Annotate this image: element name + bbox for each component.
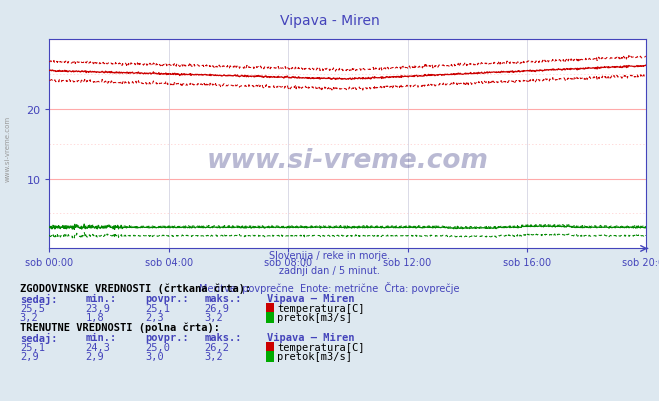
Text: 3,0: 3,0	[145, 351, 163, 361]
Text: 3,2: 3,2	[204, 312, 223, 322]
Text: TRENUTNE VREDNOSTI (polna črta):: TRENUTNE VREDNOSTI (polna črta):	[20, 322, 219, 332]
Text: 3,2: 3,2	[204, 351, 223, 361]
Text: Vipava – Miren: Vipava – Miren	[267, 294, 355, 304]
Text: www.si-vreme.com: www.si-vreme.com	[5, 115, 11, 181]
Text: pretok[m3/s]: pretok[m3/s]	[277, 351, 353, 361]
Text: 26,9: 26,9	[204, 303, 229, 313]
Text: 26,2: 26,2	[204, 342, 229, 352]
Text: 2,9: 2,9	[86, 351, 104, 361]
Text: 24,3: 24,3	[86, 342, 111, 352]
Text: Vipava - Miren: Vipava - Miren	[279, 14, 380, 28]
Text: temperatura[C]: temperatura[C]	[277, 342, 365, 352]
Text: povpr.:: povpr.:	[145, 294, 188, 304]
Text: pretok[m3/s]: pretok[m3/s]	[277, 312, 353, 322]
Text: ZGODOVINSKE VREDNOSTI (črtkana črta):: ZGODOVINSKE VREDNOSTI (črtkana črta):	[20, 283, 251, 293]
Text: 1,8: 1,8	[86, 312, 104, 322]
Text: min.:: min.:	[86, 332, 117, 342]
Text: maks.:: maks.:	[204, 332, 242, 342]
Text: povpr.:: povpr.:	[145, 332, 188, 342]
Text: min.:: min.:	[86, 294, 117, 304]
Text: 23,9: 23,9	[86, 303, 111, 313]
Text: 25,5: 25,5	[20, 303, 45, 313]
Text: 25,1: 25,1	[20, 342, 45, 352]
Text: 25,1: 25,1	[145, 303, 170, 313]
Text: 25,0: 25,0	[145, 342, 170, 352]
Text: temperatura[C]: temperatura[C]	[277, 303, 365, 313]
Text: Vipava – Miren: Vipava – Miren	[267, 332, 355, 342]
Text: sedaj:: sedaj:	[20, 294, 57, 304]
Text: 3,2: 3,2	[20, 312, 38, 322]
Text: Slovenija / reke in morje.
zadnji dan / 5 minut.
Meritve: povprečne  Enote: metr: Slovenija / reke in morje. zadnji dan / …	[199, 251, 460, 293]
Text: 2,9: 2,9	[20, 351, 38, 361]
Text: sedaj:: sedaj:	[20, 332, 57, 343]
Text: maks.:: maks.:	[204, 294, 242, 304]
Text: www.si-vreme.com: www.si-vreme.com	[207, 148, 488, 174]
Text: 2,3: 2,3	[145, 312, 163, 322]
